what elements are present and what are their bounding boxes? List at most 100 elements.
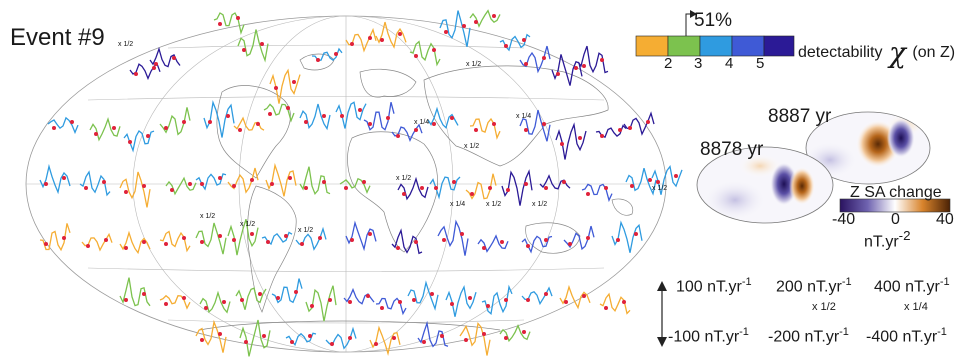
event-marker	[200, 338, 204, 342]
event-marker	[124, 298, 128, 302]
station-trace	[363, 102, 395, 131]
station-trace	[79, 170, 111, 197]
event-marker	[674, 174, 678, 178]
station-trace	[269, 68, 301, 104]
event-marker	[86, 244, 90, 248]
scale-bottom-label: -100 nT.yr-1	[668, 326, 749, 346]
world-map: x 1/2 x 1/2 x 1/4 x 1/2 x 1/4 x 1/2 x 1/2 x 1/2…	[25, 9, 683, 357]
station-trace	[123, 130, 155, 153]
colorbar-segment	[635, 35, 669, 57]
station-trace	[375, 21, 407, 49]
event-marker	[152, 66, 156, 70]
event-marker	[104, 238, 108, 242]
event-marker	[542, 56, 546, 60]
event-marker	[276, 296, 280, 300]
event-marker	[52, 126, 56, 130]
map-factor-label: x 1/2	[532, 201, 547, 208]
event-marker	[464, 338, 468, 342]
event-marker	[102, 180, 106, 184]
event-marker	[656, 180, 660, 184]
event-marker	[222, 300, 226, 304]
event-marker	[348, 336, 352, 340]
colorbar-tick-zero: 0	[891, 211, 900, 228]
station-trace	[335, 101, 367, 129]
event-marker	[142, 184, 146, 188]
later-age-label: 8887 yr	[768, 106, 832, 127]
event-marker	[350, 238, 354, 242]
event-marker	[200, 182, 204, 186]
map-factor-label: x 1/2	[486, 201, 501, 208]
event-marker	[564, 300, 568, 304]
event-marker	[440, 334, 444, 338]
event-marker	[250, 178, 254, 182]
station-trace	[165, 176, 197, 196]
event-marker	[368, 122, 372, 126]
station-trace	[159, 107, 191, 136]
station-trace	[519, 45, 551, 74]
event-marker	[292, 80, 296, 84]
trace-layer	[39, 9, 683, 357]
event-marker	[172, 56, 176, 60]
station-trace	[195, 173, 227, 191]
station-trace	[119, 230, 151, 255]
event-marker	[522, 330, 526, 334]
event-marker	[452, 180, 456, 184]
event-marker	[316, 58, 320, 62]
map-factor-label: x 1/2	[466, 61, 481, 68]
event-marker	[208, 120, 212, 124]
colorbar-tick: 5	[756, 55, 765, 72]
colorbar-unit: nT.yr-2	[864, 228, 911, 251]
event-marker	[70, 120, 74, 124]
scale-bottom-label: -200 nT.yr-1	[768, 326, 849, 346]
event-marker	[44, 242, 48, 246]
event-marker	[450, 302, 454, 306]
station-trace	[581, 183, 613, 203]
scale-top-label: 200 nT.yr-1	[776, 276, 852, 296]
event-title: Event #9	[10, 24, 105, 51]
event-marker	[432, 48, 436, 52]
colorbar-tick: 4	[725, 55, 734, 72]
colorbar-segment	[699, 35, 733, 57]
event-marker	[600, 58, 604, 62]
event-marker	[368, 36, 372, 40]
event-marker	[218, 234, 222, 238]
map-factor-label: x 1/2	[652, 185, 667, 192]
colorbar-tick-min: -40	[832, 211, 856, 228]
event-marker	[236, 16, 240, 20]
station-trace	[559, 284, 591, 310]
event-marker	[344, 186, 348, 190]
event-marker	[544, 186, 548, 190]
event-marker	[290, 340, 294, 344]
station-trace	[263, 103, 295, 123]
event-marker	[134, 72, 138, 76]
event-marker	[304, 120, 308, 124]
colorbar-tick: 3	[694, 55, 703, 72]
station-trace	[465, 173, 497, 200]
station-trace	[397, 176, 429, 201]
station-trace	[651, 165, 683, 195]
map-factor-label: x 1/2	[464, 143, 479, 150]
event-marker	[430, 292, 434, 296]
map-factor-label: x 1/4	[414, 119, 429, 126]
event-marker	[568, 242, 572, 246]
event-marker	[544, 292, 548, 296]
event-marker	[600, 134, 604, 138]
event-marker	[526, 298, 530, 302]
event-marker	[444, 30, 448, 34]
event-marker	[482, 246, 486, 250]
station-trace	[285, 332, 317, 346]
event-marker	[420, 186, 424, 190]
event-marker	[232, 184, 236, 188]
event-marker	[266, 240, 270, 244]
detectability-label: detectability χ (on Z)	[798, 36, 955, 69]
event-marker	[374, 342, 378, 346]
event-marker	[542, 122, 546, 126]
station-trace	[159, 230, 191, 253]
arrow-head-icon	[690, 10, 697, 18]
event-marker	[618, 128, 622, 132]
event-marker	[334, 52, 338, 56]
event-marker	[294, 290, 298, 294]
station-trace	[339, 177, 371, 194]
station-trace	[409, 40, 441, 67]
